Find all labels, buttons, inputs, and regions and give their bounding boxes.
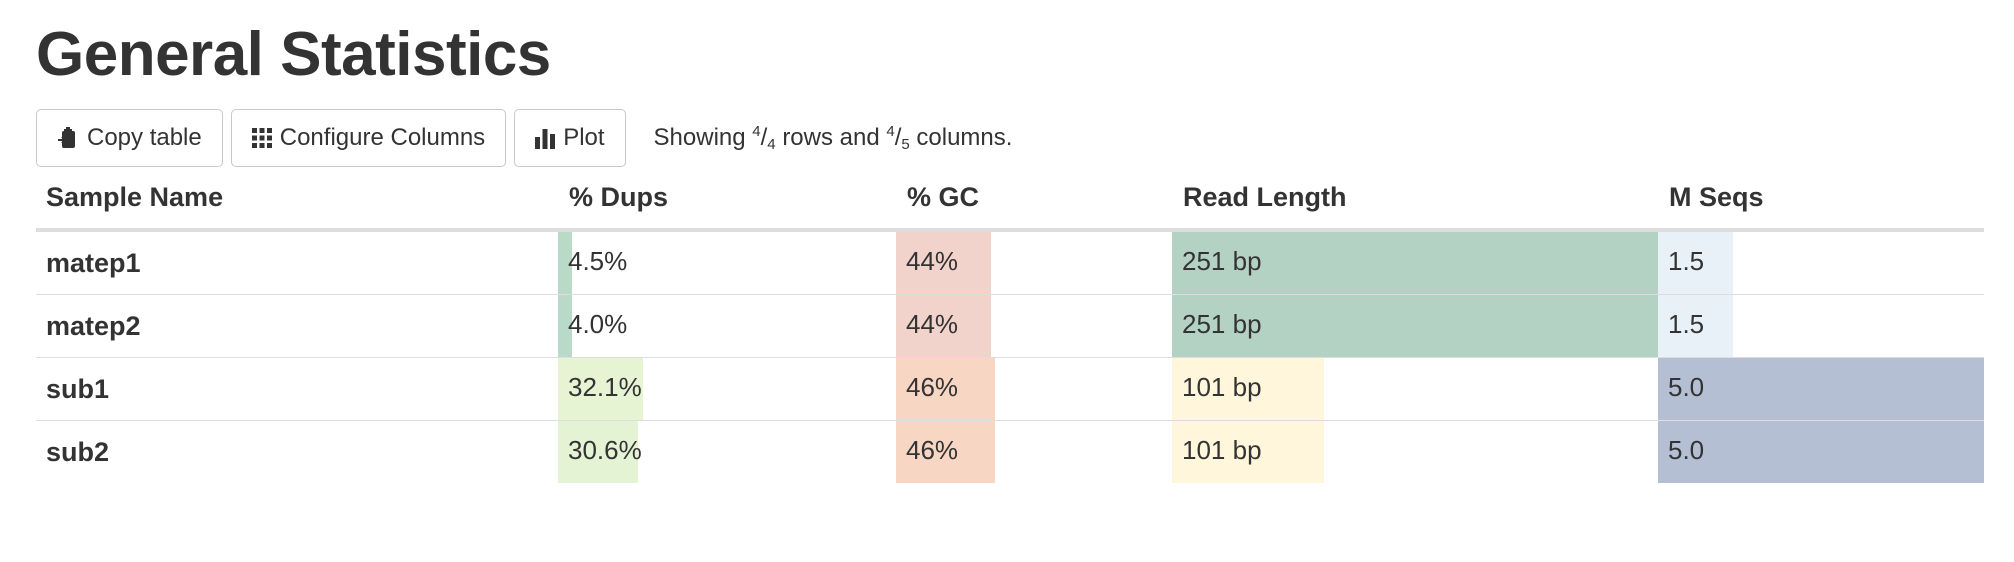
- gc-bar: [896, 232, 991, 294]
- gc-bar: [896, 358, 995, 420]
- read-length-cell: 101 bp: [1172, 421, 1658, 483]
- read-length-bar: [1172, 421, 1324, 483]
- dups-bar: [558, 358, 643, 420]
- read-length-cell: 101 bp: [1172, 358, 1658, 420]
- column-header-m-seqs[interactable]: M Seqs: [1669, 182, 1764, 212]
- table-body: matep1 4.5% 44% 251 bp 1.5: [36, 232, 1984, 483]
- dups-bar: [558, 232, 572, 294]
- dups-cell: 4.5%: [558, 232, 896, 294]
- grid-icon: [251, 128, 272, 148]
- dups-cell: 30.6%: [558, 421, 896, 483]
- read-length-bar: [1172, 358, 1324, 420]
- table-row: sub2 30.6% 46% 101 bp 5.0: [36, 421, 1984, 483]
- clipboard-icon: [57, 126, 79, 150]
- dups-bar: [558, 421, 638, 483]
- table-row: matep1 4.5% 44% 251 bp 1.5: [36, 232, 1984, 295]
- plot-label: Plot: [563, 124, 605, 151]
- column-header-sample-name[interactable]: Sample Name: [46, 182, 224, 212]
- read-length-bar: [1172, 295, 1658, 357]
- column-header-read-length[interactable]: Read Length: [1183, 182, 1347, 212]
- sample-name-cell: sub1: [46, 374, 110, 404]
- gc-cell: 44%: [896, 295, 1172, 357]
- sample-name-cell: matep1: [46, 248, 141, 278]
- mseqs-cell: 1.5: [1658, 295, 1984, 357]
- sample-name-cell: matep2: [46, 311, 141, 341]
- dups-cell: 4.0%: [558, 295, 896, 357]
- table-toolbar: Copy table Configure Columns Plot: [36, 108, 1012, 168]
- column-header-gc[interactable]: % GC: [907, 182, 980, 212]
- gc-bar: [896, 421, 995, 483]
- mseqs-cell: 5.0: [1658, 358, 1984, 420]
- gc-cell: 44%: [896, 232, 1172, 294]
- dups-cell: 32.1%: [558, 358, 896, 420]
- mseqs-bar: [1658, 358, 1984, 420]
- gc-bar: [896, 295, 991, 357]
- table-row: sub1 32.1% 46% 101 bp 5.0: [36, 358, 1984, 421]
- mseqs-bar: [1658, 295, 1733, 357]
- column-header-dups[interactable]: % Dups: [569, 182, 669, 212]
- read-length-cell: 251 bp: [1172, 295, 1658, 357]
- mseqs-cell: 5.0: [1658, 421, 1984, 483]
- page-title: General Statistics: [36, 20, 551, 89]
- table-header: Sample Name % Dups % GC Read Length M Se…: [36, 172, 1984, 232]
- gc-cell: 46%: [896, 358, 1172, 420]
- gc-cell: 46%: [896, 421, 1172, 483]
- dups-bar: [558, 295, 572, 357]
- mseqs-bar: [1658, 421, 1984, 483]
- table-status-text: Showing 4/4 rows and 4/5 columns.: [653, 123, 1013, 153]
- mseqs-bar: [1658, 232, 1733, 294]
- configure-columns-label: Configure Columns: [279, 124, 486, 151]
- read-length-bar: [1172, 232, 1658, 294]
- sample-name-cell: sub2: [46, 437, 110, 467]
- read-length-cell: 251 bp: [1172, 232, 1658, 294]
- bar-chart-icon: [535, 127, 556, 149]
- general-stats-table: Sample Name % Dups % GC Read Length M Se…: [36, 172, 1984, 483]
- copy-table-label: Copy table: [87, 124, 202, 151]
- table-row: matep2 4.0% 44% 251 bp 1.5: [36, 295, 1984, 358]
- plot-button[interactable]: Plot: [514, 109, 626, 167]
- configure-columns-button[interactable]: Configure Columns: [230, 109, 507, 167]
- copy-table-button[interactable]: Copy table: [36, 109, 223, 167]
- mseqs-cell: 1.5: [1658, 232, 1984, 294]
